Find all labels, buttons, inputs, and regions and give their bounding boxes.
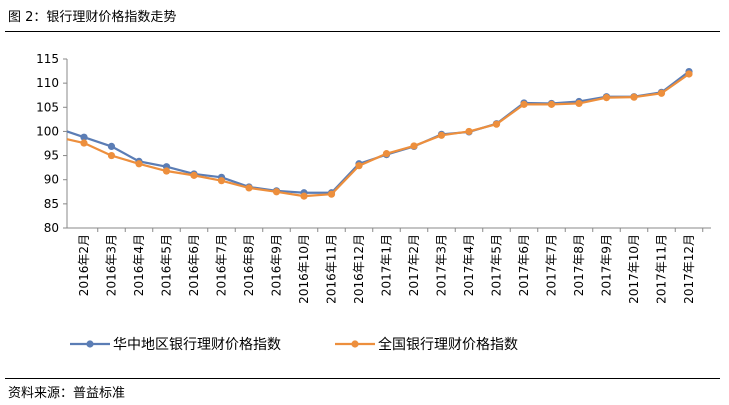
legend-item-2: 全国银行理财价格指数 [335, 336, 518, 353]
data-point [465, 127, 473, 136]
x-tick-label: 2017年7月 [545, 234, 559, 296]
x-tick-label: 2016年7月 [215, 234, 229, 296]
data-point [135, 160, 143, 168]
data-point [327, 190, 336, 198]
x-tick-label: 2017年4月 [462, 234, 476, 296]
data-point [217, 177, 226, 185]
legend-marker [351, 340, 359, 348]
legend-marker [86, 340, 94, 348]
legend-item-1: 华中地区银行理财价格指数 [70, 337, 281, 353]
x-tick-label: 2017年2月 [407, 234, 421, 296]
series-2 [66, 70, 693, 200]
data-point [575, 99, 583, 108]
data-point [630, 93, 638, 101]
x-tick-label: 2017年12月 [682, 234, 696, 304]
x-tick-label: 2017年1月 [380, 234, 394, 296]
data-point [162, 167, 171, 175]
x-tick-label: 2017年11月 [655, 234, 669, 304]
data-point [657, 89, 666, 97]
data-point [437, 131, 446, 139]
x-tick-label: 2016年12月 [352, 234, 366, 304]
data-point [190, 171, 198, 179]
y-tick-label: 115 [36, 52, 59, 66]
figure-title: 图 2：银行理财价格指数走势 [8, 10, 177, 25]
x-tick-label: 2017年6月 [517, 234, 531, 296]
series-1 [66, 67, 693, 197]
data-point [355, 162, 363, 170]
data-point [272, 188, 281, 196]
series-line [66, 73, 690, 198]
x-tick-label: 2016年4月 [132, 234, 146, 296]
source-note: 资料来源：普益标准 [8, 386, 126, 401]
data-point [107, 142, 116, 150]
x-tick-label: 2016年2月 [77, 234, 91, 296]
y-tick-label: 85 [44, 197, 59, 211]
data-point [382, 150, 391, 158]
top-rule [5, 31, 720, 32]
x-tick-label: 2016年10月 [297, 234, 311, 304]
x-tick-label: 2016年6月 [187, 234, 201, 296]
data-point [410, 142, 418, 150]
legend-label: 华中地区银行理财价格指数 [113, 337, 281, 353]
y-tick-label: 80 [44, 221, 59, 235]
y-tick-label: 100 [36, 124, 59, 138]
y-tick-label: 90 [44, 173, 59, 187]
x-tick-label: 2016年8月 [242, 234, 256, 296]
series-layer [66, 67, 693, 200]
data-point [80, 139, 88, 147]
x-tick-label: 2017年8月 [572, 234, 586, 296]
y-tick-label: 95 [44, 149, 59, 163]
y-axis: 80 85 90 95 100 105 110 115 [36, 52, 68, 235]
series-line [66, 70, 690, 194]
data-point [107, 151, 116, 160]
data-point [602, 94, 611, 102]
x-tick-label: 2016年3月 [105, 234, 119, 296]
data-point [80, 133, 88, 141]
bottom-rule [5, 378, 720, 379]
data-point [492, 120, 501, 128]
data-point [245, 184, 253, 192]
data-point [300, 192, 308, 200]
x-tick-label: 2017年3月 [435, 234, 449, 296]
legend-label: 全国银行理财价格指数 [378, 336, 518, 353]
legend: 华中地区银行理财价格指数 全国银行理财价格指数 [70, 336, 518, 353]
x-tick-label: 2016年5月 [160, 234, 174, 296]
x-tick-label: 2017年10月 [627, 234, 641, 304]
data-point [547, 100, 556, 108]
data-point [520, 100, 528, 108]
y-tick-label: 105 [36, 100, 59, 114]
y-tick-label: 110 [36, 76, 59, 90]
x-tick-label: 2016年9月 [270, 234, 284, 296]
data-point [685, 70, 693, 78]
x-tick-label: 2017年5月 [490, 234, 504, 296]
x-tick-label: 2016年11月 [325, 234, 339, 304]
x-tick-label: 2017年9月 [600, 234, 614, 296]
x-axis: 2016年2月 2016年3月 2016年4月 2016年5月 2016年6月 2016年… [67, 227, 711, 304]
